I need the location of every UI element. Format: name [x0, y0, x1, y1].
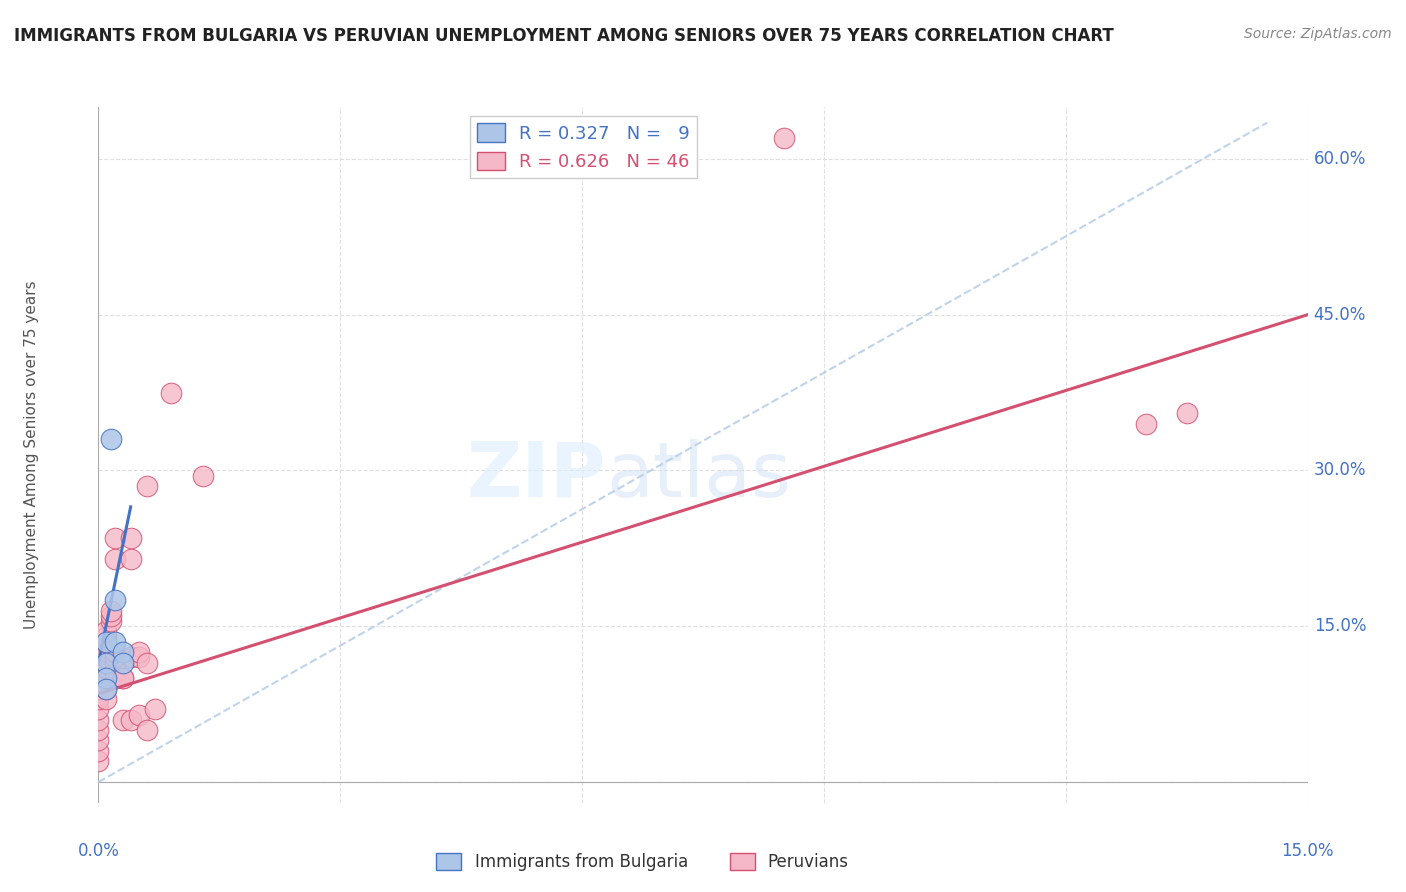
Point	[111, 671, 134, 685]
Point	[96, 650, 118, 665]
Point	[87, 744, 110, 758]
Text: atlas: atlas	[606, 439, 792, 513]
Point	[87, 713, 110, 727]
Point	[120, 531, 142, 545]
Point	[120, 650, 142, 665]
Point	[111, 656, 134, 670]
Point	[87, 702, 110, 716]
Point	[111, 713, 134, 727]
Point	[103, 531, 125, 545]
Point	[96, 656, 118, 670]
Point	[128, 707, 150, 722]
Point	[111, 645, 134, 659]
Point	[103, 593, 125, 607]
Text: ZIP: ZIP	[467, 439, 606, 513]
Point	[96, 681, 118, 696]
Point	[103, 645, 125, 659]
Point	[87, 723, 110, 738]
Point	[96, 635, 118, 649]
Point	[96, 665, 118, 680]
Point	[103, 551, 125, 566]
Point	[103, 656, 125, 670]
Point	[96, 671, 118, 685]
Point	[135, 479, 157, 493]
Point	[128, 645, 150, 659]
Point	[87, 681, 110, 696]
Text: 30.0%: 30.0%	[1313, 461, 1367, 480]
Point	[96, 681, 118, 696]
Point	[100, 433, 122, 447]
Text: 0.0%: 0.0%	[77, 842, 120, 860]
Text: IMMIGRANTS FROM BULGARIA VS PERUVIAN UNEMPLOYMENT AMONG SENIORS OVER 75 YEARS CO: IMMIGRANTS FROM BULGARIA VS PERUVIAN UNE…	[14, 27, 1114, 45]
Point	[100, 614, 122, 628]
Text: 15.0%: 15.0%	[1313, 617, 1367, 635]
Point	[103, 671, 125, 685]
Point	[100, 608, 122, 623]
Point	[87, 733, 110, 747]
Point	[111, 671, 134, 685]
Point	[96, 671, 118, 685]
Text: 15.0%: 15.0%	[1281, 842, 1334, 860]
Point	[1175, 406, 1198, 420]
Point	[100, 604, 122, 618]
Point	[96, 624, 118, 639]
Point	[143, 702, 166, 716]
Point	[135, 723, 157, 738]
Point	[87, 754, 110, 768]
Point	[120, 551, 142, 566]
Legend: Immigrants from Bulgaria, Peruvians: Immigrants from Bulgaria, Peruvians	[430, 847, 855, 878]
Text: 45.0%: 45.0%	[1313, 306, 1367, 324]
Point	[96, 645, 118, 659]
Point	[96, 661, 118, 675]
Point	[1135, 417, 1157, 431]
Point	[160, 385, 183, 400]
Point	[96, 692, 118, 706]
Point	[128, 650, 150, 665]
Point	[103, 635, 125, 649]
Point	[135, 656, 157, 670]
Point	[96, 630, 118, 644]
Text: Unemployment Among Seniors over 75 years: Unemployment Among Seniors over 75 years	[24, 281, 39, 629]
Text: 60.0%: 60.0%	[1313, 150, 1367, 168]
Point	[120, 713, 142, 727]
Point	[103, 650, 125, 665]
Point	[193, 468, 215, 483]
Point	[96, 656, 118, 670]
Point	[87, 692, 110, 706]
Point	[96, 635, 118, 649]
Point	[772, 131, 794, 145]
Text: Source: ZipAtlas.com: Source: ZipAtlas.com	[1244, 27, 1392, 41]
